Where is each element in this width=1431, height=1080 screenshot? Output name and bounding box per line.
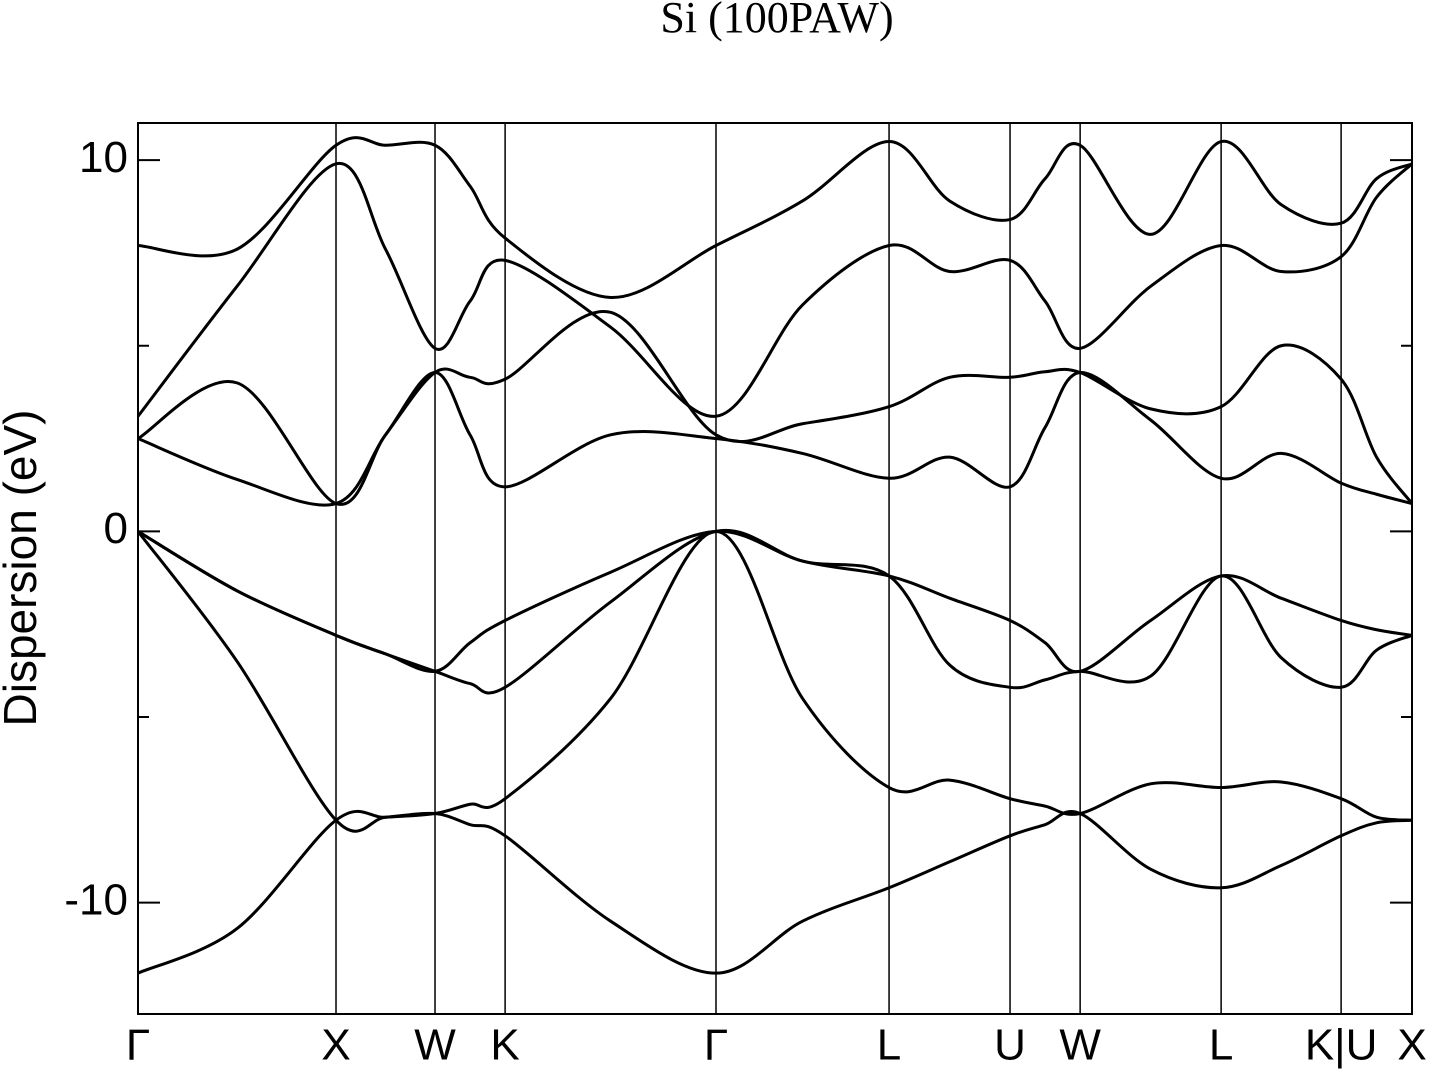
x-tick-label: K|U <box>1305 1021 1378 1070</box>
x-tick-label: Γ <box>126 1021 150 1070</box>
y-tick-label: -10 <box>64 875 128 924</box>
band-line <box>138 162 1412 418</box>
x-tick-label: K <box>490 1021 519 1070</box>
y-tick-label: 0 <box>104 504 128 553</box>
band-line <box>138 310 1412 506</box>
x-tick-label: X <box>321 1021 350 1070</box>
x-tick-label: W <box>414 1021 456 1070</box>
x-tick-label: L <box>1209 1021 1233 1070</box>
bands <box>138 136 1412 975</box>
y-tick-label: 10 <box>79 133 128 182</box>
x-tick-label: Γ <box>704 1021 728 1070</box>
chart-title: Si (100PAW) <box>660 0 893 42</box>
band-line <box>138 529 1412 833</box>
band-line <box>138 529 1412 674</box>
x-tick-label: U <box>994 1021 1026 1070</box>
plot-frame <box>137 122 1413 1015</box>
y-axis-label: Dispersion (eV) <box>0 410 46 727</box>
x-tick-label: L <box>877 1021 901 1070</box>
band-line <box>138 136 1412 299</box>
x-tick-label: W <box>1059 1021 1101 1070</box>
x-tick-label: X <box>1397 1021 1426 1070</box>
grid <box>137 123 1413 1014</box>
